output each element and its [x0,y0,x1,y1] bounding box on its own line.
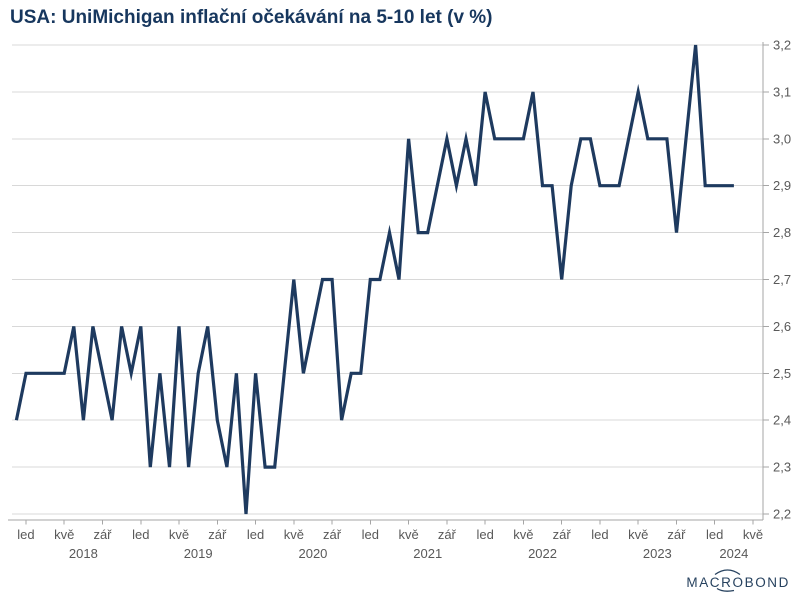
x-tick-label: led [476,527,493,542]
x-tick-label: zář [93,527,112,542]
x-tick-label: zář [438,527,457,542]
x-tick-label: led [17,527,34,542]
year-label: 2022 [528,546,557,561]
year-label: 2019 [184,546,213,561]
macrobond-logo: MACROBOND [686,569,790,592]
x-tick-label: led [706,527,723,542]
x-tick-label: zář [208,527,227,542]
chart-title: USA: UniMichigan inflační očekávání na 5… [10,7,493,28]
y-tick-label: 2,7 [773,272,791,287]
x-tick-label: kvě [169,527,189,542]
x-tick-label: led [591,527,608,542]
y-tick-label: 2,9 [773,178,791,193]
x-tick-label: led [132,527,149,542]
x-tick-label: zář [553,527,572,542]
y-tick-label: 2,3 [773,460,791,475]
year-label: 2018 [69,546,98,561]
x-tick-label: zář [323,527,342,542]
year-label: 2024 [719,546,748,561]
x-tick-label: kvě [284,527,304,542]
y-tick-label: 3,0 [773,131,791,146]
year-label: 2023 [643,546,672,561]
y-tick-label: 2,6 [773,319,791,334]
logo-text: MACROBOND [686,575,790,590]
logo-arc-bottom-icon [716,587,735,592]
x-tick-label: kvě [513,527,533,542]
year-label: 2020 [298,546,327,561]
x-tick-label: kvě [398,527,418,542]
x-tick-label: led [362,527,379,542]
x-tick-label: zář [667,527,686,542]
y-tick-label: 2,8 [773,225,791,240]
y-tick-label: 2,4 [773,413,791,428]
logo-arc-top-icon [714,569,741,576]
x-tick-label: kvě [628,527,648,542]
y-tick-label: 2,2 [773,507,791,522]
y-tick-label: 3,2 [773,38,791,53]
x-tick-label: led [247,527,264,542]
y-tick-label: 3,1 [773,84,791,99]
x-tick-label: kvě [743,527,763,542]
x-tick-label: kvě [54,527,74,542]
y-tick-label: 2,5 [773,366,791,381]
year-label: 2021 [413,546,442,561]
series-line [14,44,734,515]
